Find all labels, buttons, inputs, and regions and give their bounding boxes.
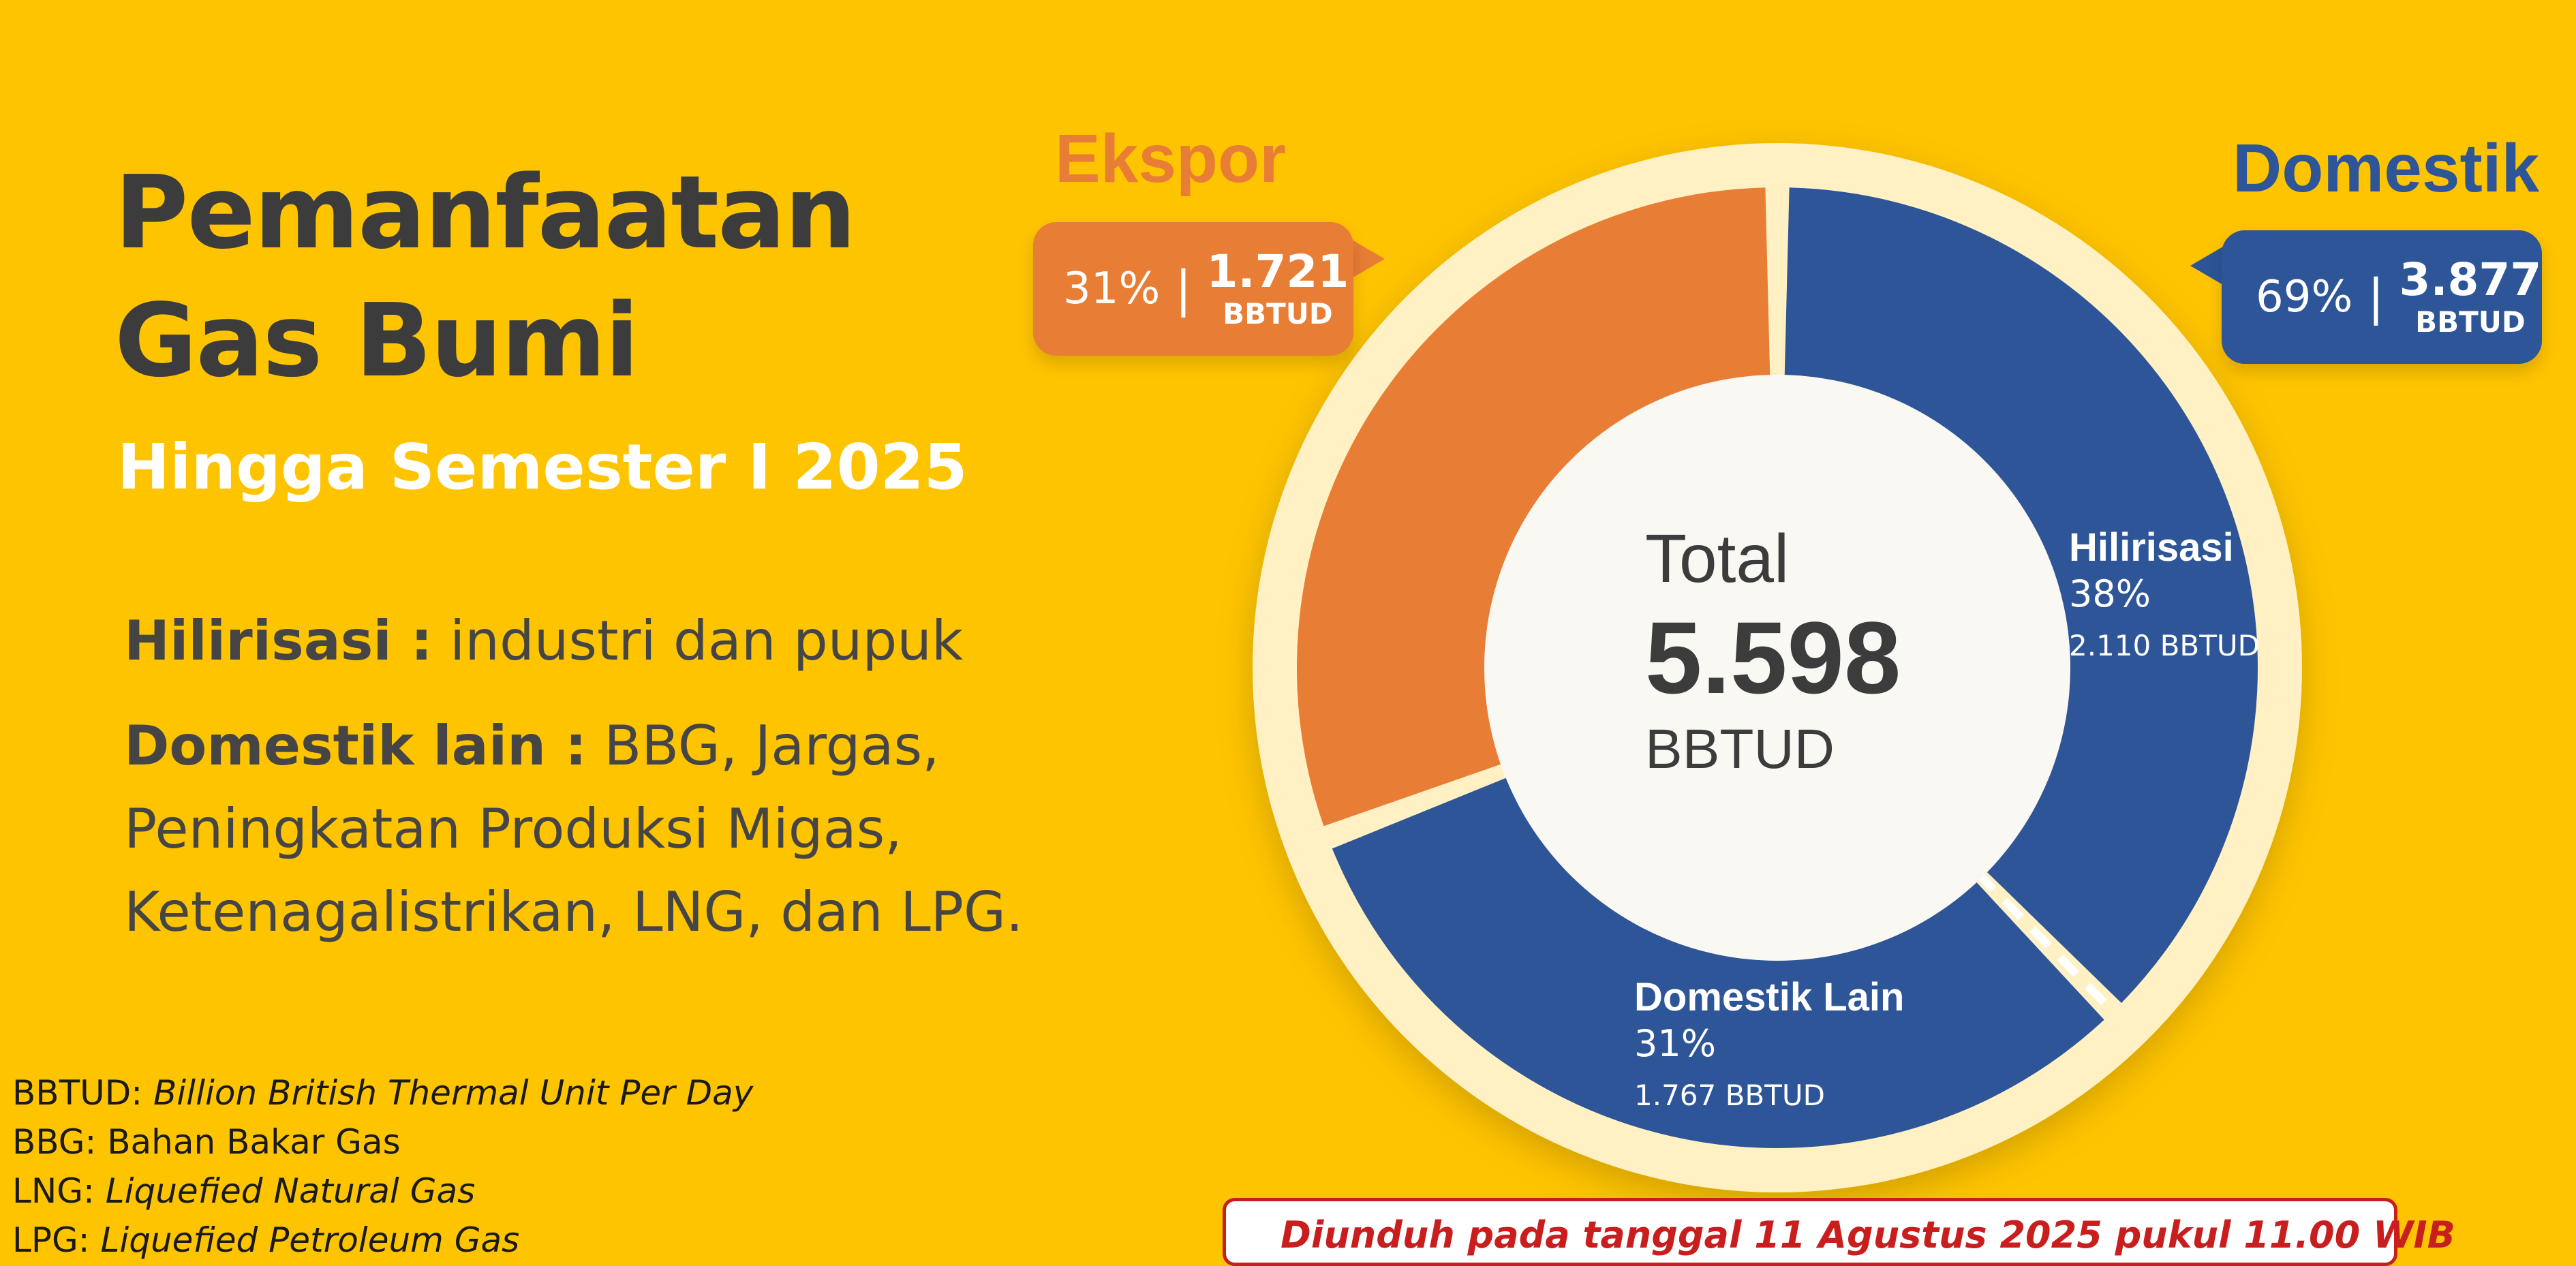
glossary-def: Liquefied Natural Gas [94, 1171, 476, 1211]
donut-center-disc [1484, 375, 2070, 961]
glossary-item: BBG: Bahan Bakar Gas [12, 1117, 753, 1167]
page-subtitle: Hingga Semester I 2025 [117, 431, 968, 504]
glossary-term: BBG: [12, 1122, 97, 1162]
domestik-lain-description: Domestik lain : BBG, Jargas, Peningkatan… [124, 705, 1146, 954]
ekspor-unit: BBTUD [1223, 297, 1333, 330]
hilirisasi-desc-label: Hilirisasi : [124, 609, 433, 673]
glossary-def: Bahan Bakar Gas [96, 1122, 401, 1162]
ekspor-separator: | [1175, 260, 1192, 318]
donut-center-total: Total 5.598 BBTUD [1645, 518, 1901, 784]
domestik-divider-dashed-line [1974, 869, 2116, 1015]
domestik-lain-segment-label: Domestik Lain 31% 1.767 BBTUD [1634, 974, 1904, 1124]
ekspor-label: Ekspor [1055, 121, 1287, 197]
download-note-text: Diunduh pada tanggal 11 Agustus 2025 puk… [1281, 1214, 2455, 1256]
glossary-item: LNG: Liquefied Natural Gas [12, 1167, 753, 1216]
ekspor-percent: 31% [1063, 264, 1161, 314]
domestik-percent: 69% [2256, 272, 2353, 322]
hilirisasi-name: Hilirisasi [2069, 525, 2234, 570]
domestik-lain-value: 1.767 BBTUD [1634, 1079, 1825, 1112]
domestik-callout-pointer [2190, 247, 2223, 285]
total-unit: BBTUD [1645, 718, 1835, 780]
donut-slice-domestik-lain [1332, 775, 2104, 1148]
domestik-lain-percent: 31% [1634, 1022, 1717, 1065]
domestik-lain-name: Domestik Lain [1634, 975, 1905, 1019]
ekspor-value-group: 1.721 BBTUD [1207, 247, 1349, 331]
donut-chart [1253, 143, 2302, 1192]
domestik-label: Domestik [2233, 130, 2540, 206]
glossary-def: Billion British Thermal Unit Per Day [142, 1073, 754, 1113]
domestik-callout: 69% | 3.877 BBTUD [2222, 230, 2542, 364]
glossary-item: BBTUD: Billion British Thermal Unit Per … [12, 1068, 753, 1117]
hilirisasi-desc-text: industri dan pupuk [432, 609, 964, 673]
ekspor-callout-pointer [1352, 240, 1385, 278]
download-note: Diunduh pada tanggal 11 Agustus 2025 puk… [1223, 1198, 2455, 1266]
title-line-1: Pemanfaatan [114, 154, 856, 271]
ekspor-callout: 31% | 1.721 BBTUD [1033, 222, 1353, 356]
total-value: 5.598 [1645, 600, 1901, 715]
domestik-lain-desc-text: BBG, Jargas, Peningkatan Produksi Migas,… [124, 714, 1024, 944]
donut-slice-hilirisasi [1784, 187, 2258, 1004]
glossary-term: BBTUD: [12, 1073, 143, 1113]
ekspor-value: 1.721 [1206, 245, 1349, 298]
title-line-2: Gas Bumi [114, 282, 639, 399]
hilirisasi-percent: 38% [2069, 572, 2151, 615]
domestik-separator: | [2367, 268, 2385, 326]
hilirisasi-description: Hilirisasi : industri dan pupuk [124, 600, 963, 683]
hilirisasi-segment-label: Hilirisasi 38% 2.110 BBTUD [2069, 525, 2260, 675]
domestik-value-group: 3.877 BBTUD [2399, 255, 2542, 339]
domestik-value: 3.877 [2399, 253, 2542, 306]
domestik-lain-desc-label: Domestik lain : [124, 714, 587, 777]
glossary-term: LNG: [12, 1171, 95, 1211]
page-title: Pemanfaatan Gas Bumi [114, 149, 856, 405]
hilirisasi-value: 2.110 BBTUD [2069, 629, 2260, 662]
total-label: Total [1645, 521, 1790, 597]
domestik-unit: BBTUD [2415, 305, 2526, 339]
